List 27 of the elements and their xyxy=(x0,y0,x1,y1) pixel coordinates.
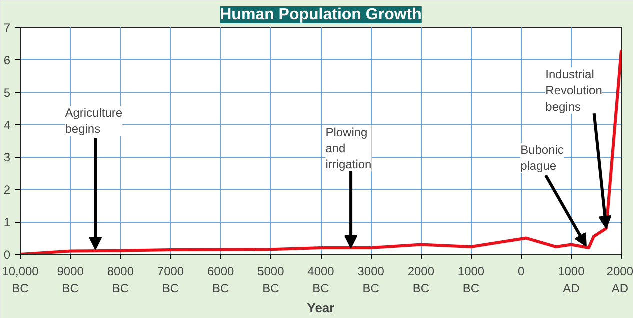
x-axis-title: Year xyxy=(307,300,335,316)
x-tick-label: 2000 AD xyxy=(606,264,633,296)
x-tick-label: 10,000 BC xyxy=(2,264,40,296)
y-tick-label: 0 xyxy=(4,248,11,262)
x-tick-label: 1000 BC xyxy=(458,264,485,296)
chart-title: Human Population Growth xyxy=(220,6,422,24)
x-tick-label: 2000 BC xyxy=(408,264,435,296)
x-tick-label: 3000 BC xyxy=(358,264,385,296)
annotation: Plowing and irrigation xyxy=(326,125,372,172)
x-tick-label: 0 xyxy=(518,264,525,278)
y-tick-label: 6 xyxy=(4,53,11,68)
y-tick-label: 3 xyxy=(4,150,11,165)
y-tick-label: 7 xyxy=(4,21,11,35)
x-tick-label: 6000 BC xyxy=(207,264,235,296)
y-tick-label: 5 xyxy=(4,86,11,100)
x-tick-label: 7000 BC xyxy=(157,264,184,296)
y-tick-label: 2 xyxy=(4,183,11,198)
y-tick-label: 4 xyxy=(4,118,11,132)
annotation: Agriculture begins xyxy=(65,106,123,136)
x-tick-label: 1000 AD xyxy=(558,264,586,296)
x-tick-label: 9000 BC xyxy=(57,264,84,296)
annotation: Industrial Revolution begins xyxy=(546,68,602,114)
x-tick-label: 8000 BC xyxy=(107,264,134,296)
y-tick-label: 1 xyxy=(4,216,11,230)
x-tick-label: 5000 BC xyxy=(258,264,285,296)
x-tick-label: 4000 BC xyxy=(308,264,335,296)
annotation: Bubonic plague xyxy=(520,142,564,174)
